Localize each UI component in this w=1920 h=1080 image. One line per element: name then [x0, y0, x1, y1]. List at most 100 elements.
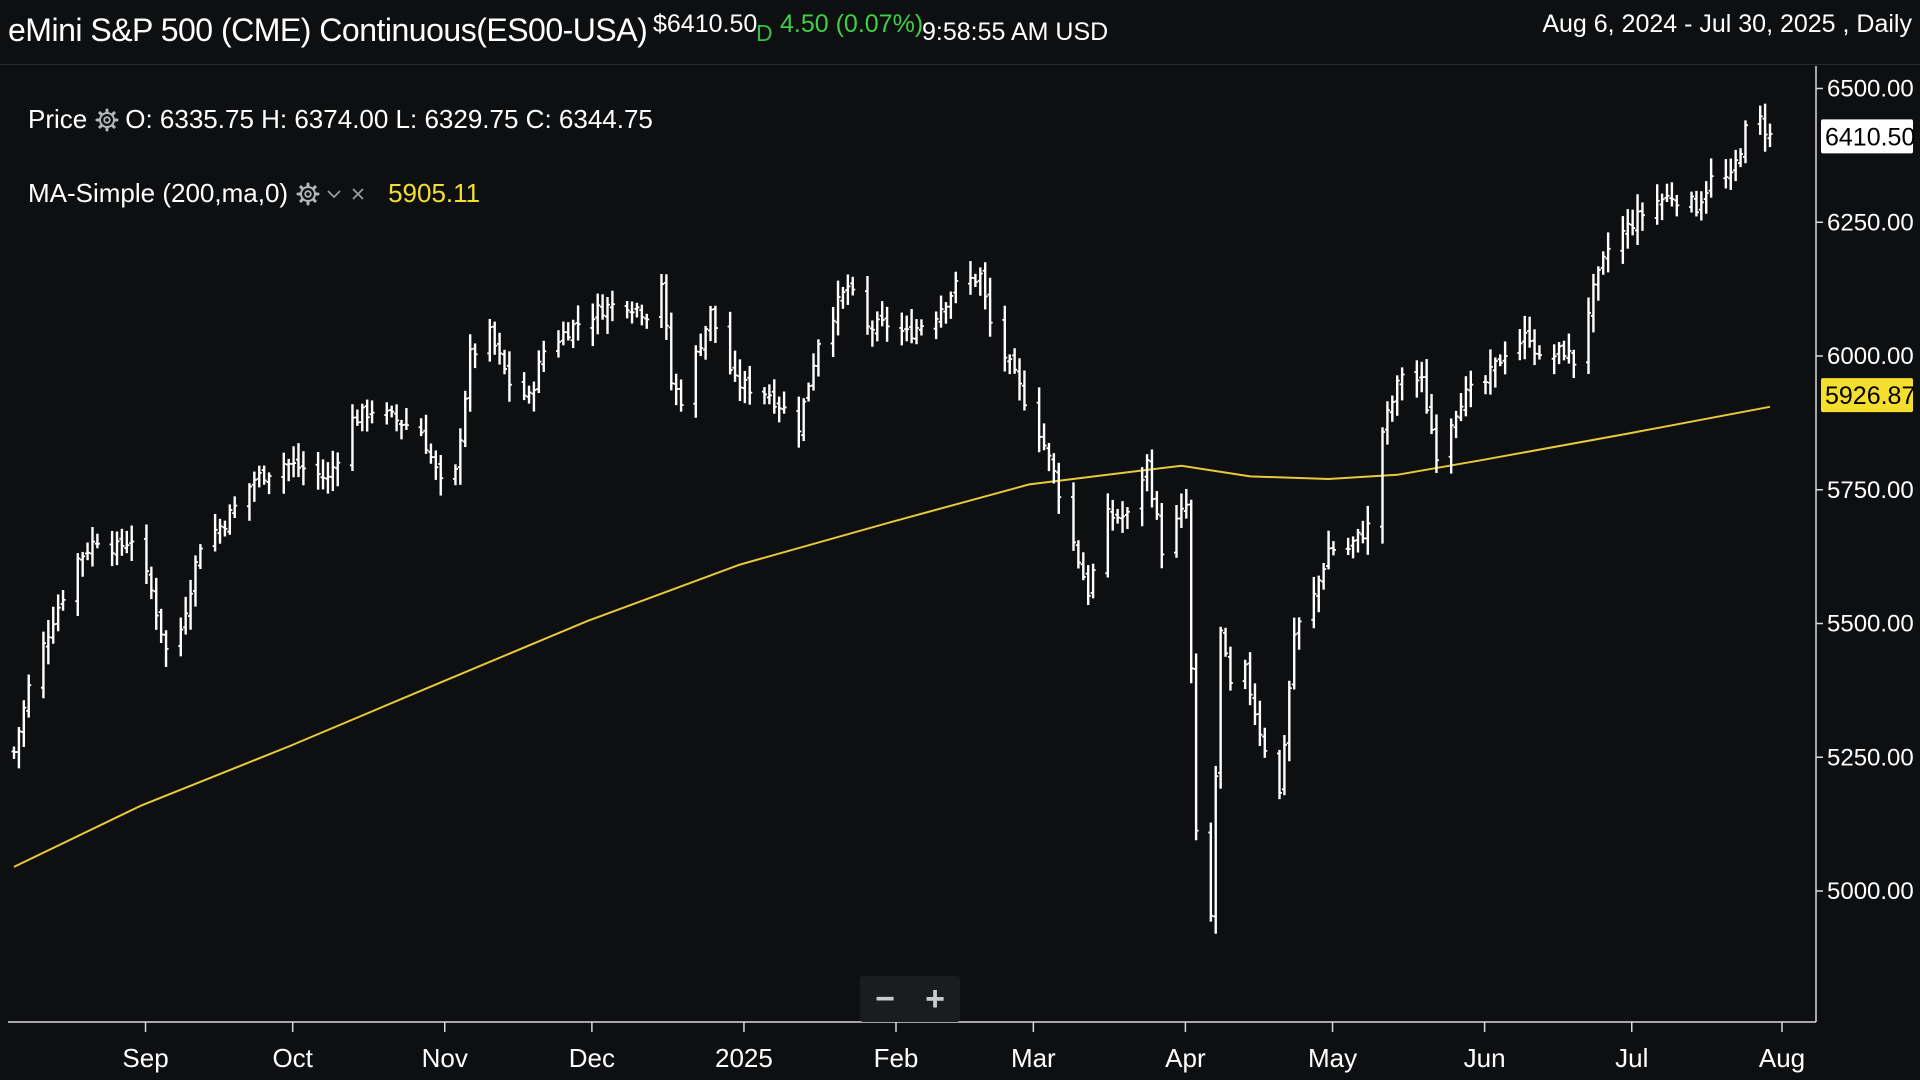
date-range[interactable]: Aug 6, 2024 - Jul 30, 2025 , Daily	[1542, 10, 1912, 38]
ohlc-bar	[1213, 765, 1219, 934]
ohlc-bar	[737, 359, 743, 402]
ohlc-bar	[457, 428, 463, 485]
gear-icon[interactable]	[95, 108, 119, 132]
ohlc-bar	[222, 520, 228, 537]
ohlc-bar	[1424, 359, 1430, 414]
last-price-tag: 6410.50	[1825, 123, 1915, 151]
ohlc-bar	[1007, 354, 1013, 375]
ohlc-bar	[94, 533, 100, 549]
ohlc-bar	[364, 399, 370, 432]
x-tick-label: Jun	[1464, 1043, 1506, 1073]
ohlc-bar	[1041, 423, 1047, 451]
ohlc-bar	[1522, 315, 1528, 360]
ohlc-bar	[781, 391, 787, 414]
ohlc-bar	[732, 350, 738, 382]
ohlc-bar	[879, 301, 885, 327]
legend-ma-label: MA-Simple (200,ma,0)	[28, 178, 289, 208]
ohlc-bar	[502, 349, 508, 375]
ohlc-bar	[1355, 528, 1361, 553]
ohlc-bar	[830, 306, 836, 358]
x-tick-label: Aug	[1759, 1043, 1805, 1073]
ohlc-bar	[492, 321, 498, 355]
ohlc-bar	[845, 274, 851, 305]
ohlc-bar	[1527, 316, 1533, 348]
ohlc-bar	[1242, 659, 1248, 690]
ohlc-bar	[761, 387, 767, 405]
last-price-tag-box	[1821, 119, 1913, 154]
ohlc-bar	[1502, 341, 1508, 375]
chevron-down-icon[interactable]	[326, 188, 342, 200]
ohlc-bar	[335, 452, 341, 487]
ohlc-bar	[433, 450, 439, 480]
zoom-out-button[interactable]: −	[875, 980, 895, 1018]
ohlc-bar	[300, 451, 306, 486]
delayed-flag: D	[756, 20, 773, 46]
ohlc-bar	[50, 606, 56, 644]
ohlc-bar	[1021, 370, 1027, 411]
symbol-title: eMini S&P 500 (CME) Continuous(ES00-USA)	[8, 12, 648, 48]
ohlc-bar	[472, 343, 478, 369]
ohlc-bar	[153, 577, 159, 630]
ohlc-bar	[1708, 158, 1714, 198]
ohlc-bar	[869, 320, 875, 347]
zoom-in-button[interactable]: +	[925, 980, 945, 1018]
ohlc-bar	[232, 496, 238, 518]
chart-header: eMini S&P 500 (CME) Continuous(ES00-USA)…	[0, 0, 1920, 65]
ohlc-bar	[609, 290, 615, 322]
ohlc-bar	[884, 306, 890, 342]
ohlc-bar	[668, 312, 674, 391]
ohlc-bar	[1698, 191, 1704, 221]
x-tick-label: Dec	[569, 1043, 615, 1073]
ohlc-bar	[212, 513, 218, 552]
ohlc-bar	[1120, 501, 1126, 533]
ohlc-bar	[1605, 232, 1611, 273]
ohlc-bar	[1139, 467, 1145, 527]
gear-icon[interactable]	[296, 182, 320, 206]
ohlc-bar	[1389, 395, 1395, 422]
y-tick-label: 6000.00	[1827, 343, 1914, 370]
ohlc-bar	[80, 551, 86, 577]
ohlc-bar	[874, 311, 880, 342]
ohlc-bar	[570, 319, 576, 349]
ohlc-bar	[1080, 552, 1086, 581]
ohlc-bar	[943, 302, 949, 324]
ohlc-bar	[1227, 646, 1233, 691]
ohlc-bar	[129, 525, 135, 561]
ohlc-bar	[1590, 273, 1596, 333]
ohlc-bar	[624, 301, 630, 319]
ohlc-bar	[143, 524, 149, 584]
ohlc-bar	[403, 407, 409, 430]
y-tick-label: 6500.00	[1827, 76, 1914, 103]
ohlc-bar	[1316, 575, 1322, 613]
ohlc-bar	[428, 443, 434, 464]
ohlc-bar	[109, 530, 115, 567]
ohlc-bar	[1586, 297, 1592, 374]
ohlc-bar	[359, 403, 365, 432]
ohlc-bar	[384, 402, 390, 425]
ohlc-bar	[747, 365, 753, 405]
ohlc-bar	[1115, 508, 1121, 524]
ohlc-bar	[977, 267, 983, 296]
ohlc-bar	[438, 455, 444, 496]
ohlc-bar	[217, 518, 223, 544]
quote-time: 9:58:55 AM USD	[922, 18, 1109, 46]
ohlc-bar	[178, 617, 184, 657]
ohlc-bar	[1144, 454, 1150, 492]
ohlc-bar	[1625, 209, 1631, 249]
ohlc-bar	[1090, 563, 1096, 599]
ohlc-bar	[1561, 340, 1567, 361]
ohlc-bar	[708, 305, 714, 342]
ohlc-bar	[1311, 576, 1317, 629]
close-icon[interactable]	[346, 187, 368, 201]
ohlc-bar	[354, 409, 360, 426]
ohlc-bar	[506, 351, 512, 402]
ohlc-bar	[1070, 482, 1076, 551]
ohlc-bar	[1600, 251, 1606, 275]
ohlc-bar	[158, 608, 164, 643]
ohlc-bar	[933, 311, 939, 340]
ohlc-bar	[850, 276, 856, 296]
ohlc-bar	[320, 459, 326, 490]
ohlc-bar	[1551, 344, 1557, 375]
ohlc-bar	[703, 325, 709, 360]
